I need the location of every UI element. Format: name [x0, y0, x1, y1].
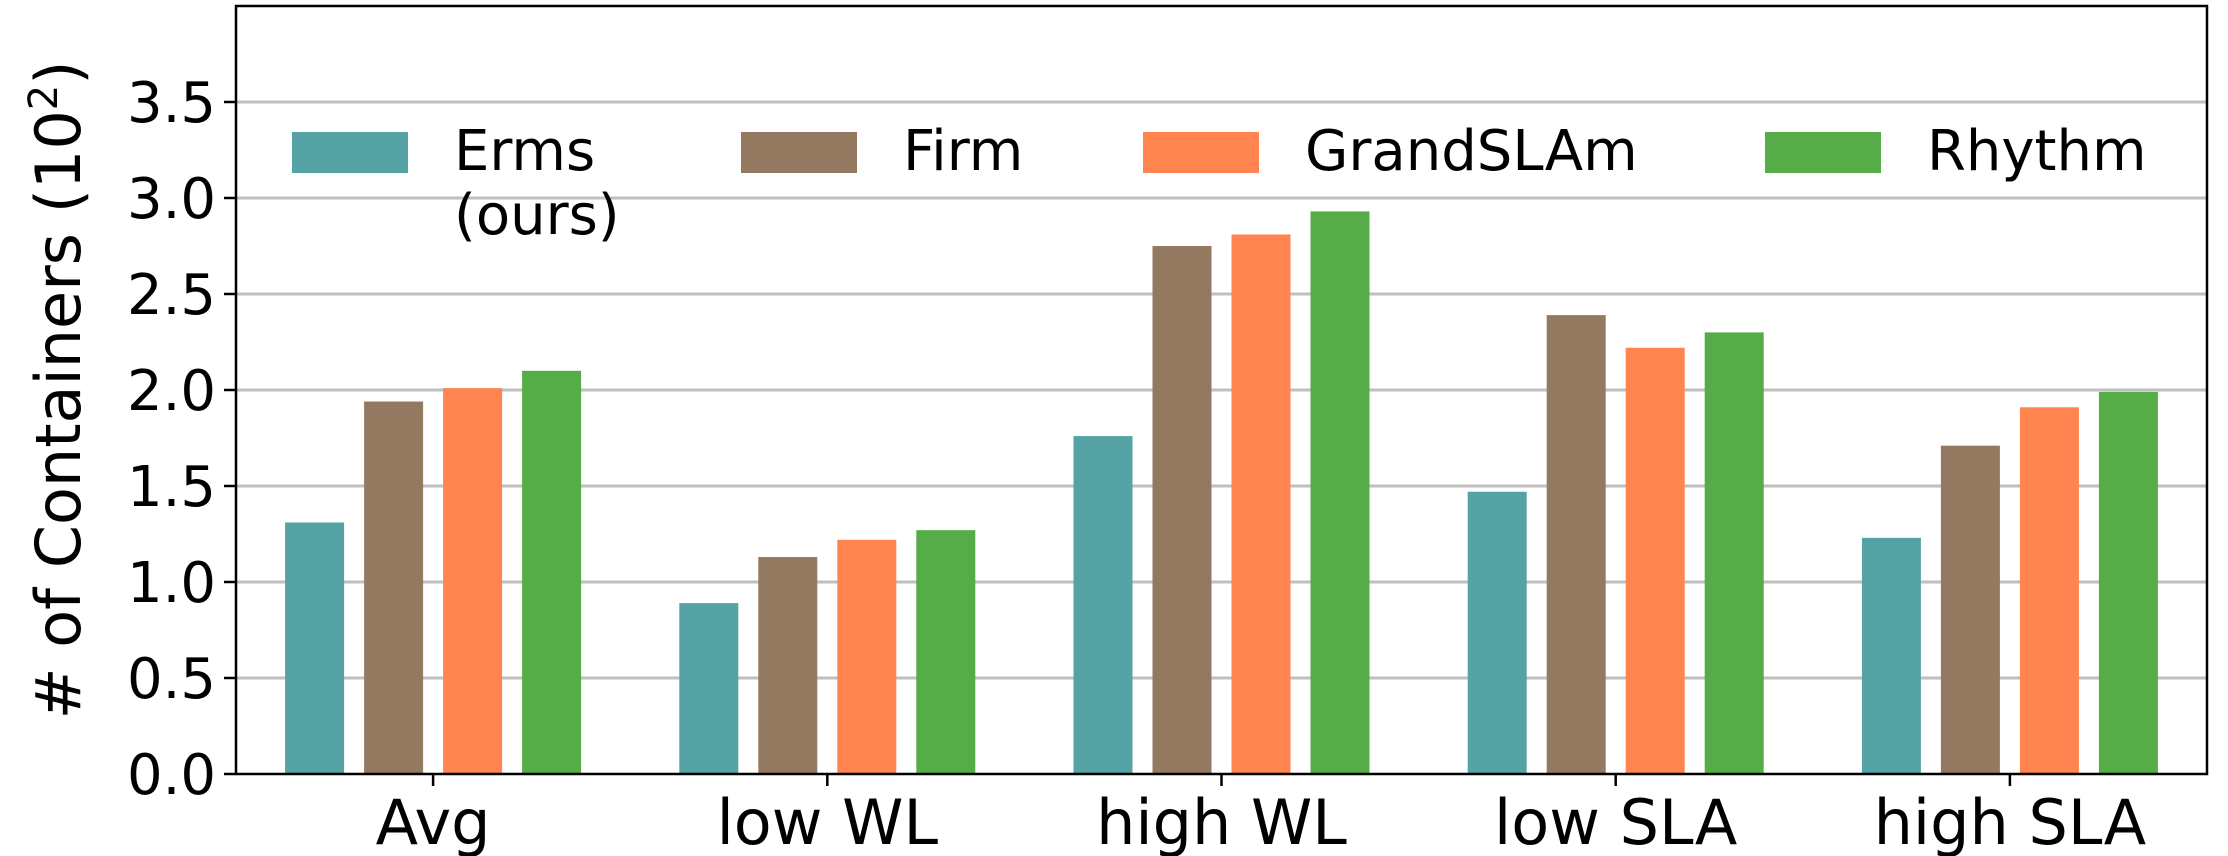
legend-label-erms: Erms (ours)	[454, 119, 620, 248]
bar-rhythm-low-sla	[1704, 332, 1764, 774]
legend-swatch-firm	[741, 132, 857, 173]
xtick-label: low SLA	[1494, 786, 1737, 856]
bar-rhythm-high-sla	[2098, 391, 2158, 774]
bar-firm-high-sla	[1940, 445, 2000, 774]
bar-erms-high-wl	[1073, 436, 1133, 774]
bar-erms-avg	[285, 522, 345, 774]
bar-firm-low-wl	[758, 557, 818, 774]
xtick-label: Avg	[376, 786, 491, 856]
bar-firm-avg	[364, 401, 424, 774]
bar-rhythm-low-wl	[916, 530, 976, 774]
legend-label-firm: Firm	[903, 119, 1023, 184]
legend-swatch-rhythm	[1765, 132, 1881, 173]
bar-rhythm-high-wl	[1310, 211, 1370, 774]
bars	[285, 211, 2158, 775]
bar-rhythm-avg	[522, 370, 582, 774]
plot-frame	[234, 4, 2209, 776]
xtick-label: low WL	[717, 786, 939, 856]
bar-grandslam-high-wl	[1231, 234, 1291, 775]
bar-grandslam-low-sla	[1625, 347, 1685, 774]
bar-firm-high-wl	[1152, 246, 1212, 774]
bar-erms-high-sla	[1861, 537, 1921, 774]
legend-label-grandslam: GrandSLAm	[1305, 119, 1638, 184]
y-axis-label: # of Containers (102)	[21, 61, 95, 720]
ytick-label: 0.0	[127, 743, 216, 808]
legend-swatch-erms	[292, 132, 408, 173]
ytick-label: 0.5	[127, 647, 216, 712]
legend-swatch-grandslam	[1143, 132, 1259, 173]
legend-label-rhythm: Rhythm	[1927, 119, 2147, 184]
bar-grandslam-high-sla	[2019, 407, 2079, 774]
ytick-label: 1.0	[127, 551, 216, 616]
bar-erms-low-wl	[679, 603, 739, 774]
bar-grandslam-low-wl	[837, 539, 897, 774]
ytick-label: 3.5	[127, 71, 216, 136]
ytick-label: 3.0	[127, 167, 216, 232]
legend: Erms (ours) Firm GrandSLAm Rhythm	[292, 119, 2147, 248]
bar-grandslam-avg	[443, 388, 503, 774]
xtick-label: high WL	[1096, 786, 1347, 856]
ytick-label: 2.0	[127, 359, 216, 424]
ytick-label: 1.5	[127, 455, 216, 520]
bar-firm-low-sla	[1546, 315, 1606, 774]
ytick-label: 2.5	[127, 263, 216, 328]
bar-erms-low-sla	[1467, 491, 1527, 774]
axes: 0.0 0.5 1.0 1.5 2.0 2.5 3.0 3.5 Avg low WL high WL…	[21, 4, 2209, 856]
xtick-label: high SLA	[1874, 786, 2147, 856]
